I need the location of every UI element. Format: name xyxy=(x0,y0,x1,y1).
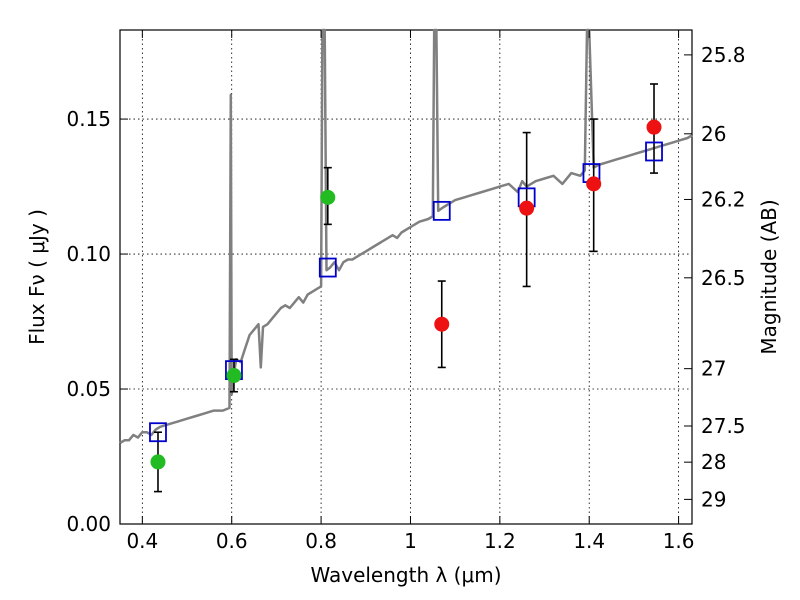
x-axis-label: Wavelength λ (μm) xyxy=(310,563,501,587)
model-spectrum-line xyxy=(119,28,693,445)
x-tick-label: 0.6 xyxy=(216,529,248,553)
y-tick-label: 0.15 xyxy=(66,107,111,131)
x-tick-label: 0.8 xyxy=(305,529,337,553)
model-point-square xyxy=(432,200,451,221)
grid-lines xyxy=(120,30,692,524)
observed-point xyxy=(646,119,662,135)
magnitude-tick-label: 29 xyxy=(701,487,726,511)
y-tick-label: 0.00 xyxy=(66,512,111,536)
y-tick-label: 0.10 xyxy=(66,242,111,266)
x-tick-label: 0.4 xyxy=(126,529,158,553)
x-tick-label: 1.4 xyxy=(573,529,605,553)
y-axis-ticks: 0.00 0.05 0.10 0.15 xyxy=(66,107,128,536)
magnitude-tick-label: 26.5 xyxy=(701,266,746,290)
plot-frame xyxy=(119,29,693,525)
observed-point xyxy=(519,200,535,216)
model-point-square xyxy=(645,141,663,162)
magnitude-tick-label: 26.2 xyxy=(701,187,746,211)
observed-point xyxy=(226,368,242,384)
plot-area xyxy=(119,28,693,525)
observed-point xyxy=(150,454,166,470)
magnitude-tick-label: 27 xyxy=(701,357,726,381)
magnitude-axis-ticks: 25.8 26 26.2 26.5 27 27.5 28 29 xyxy=(684,43,746,511)
observed-point xyxy=(320,189,336,205)
observed-point xyxy=(434,316,450,332)
magnitude-axis-label: Magnitude (AB) xyxy=(757,199,781,354)
magnitude-tick-label: 26 xyxy=(701,122,726,146)
model-point-square xyxy=(318,257,337,278)
model-point-square xyxy=(149,422,167,443)
magnitude-tick-label: 28 xyxy=(701,450,726,474)
magnitude-tick-label: 25.8 xyxy=(701,43,746,67)
model-photometry-squares xyxy=(149,141,663,443)
observed-point xyxy=(586,176,602,192)
observed-photometry-points xyxy=(150,119,662,470)
x-axis-ticks: 0.4 0.6 0.8 1 1.2 1.4 1.6 xyxy=(126,30,695,553)
magnitude-tick-label: 27.5 xyxy=(701,414,746,438)
x-tick-label: 1.6 xyxy=(663,529,695,553)
x-tick-label: 1 xyxy=(404,529,417,553)
y-axis-label: Flux Fν ( μJy ) xyxy=(25,209,49,345)
y-tick-label: 0.05 xyxy=(66,377,111,401)
x-tick-label: 1.2 xyxy=(484,529,516,553)
